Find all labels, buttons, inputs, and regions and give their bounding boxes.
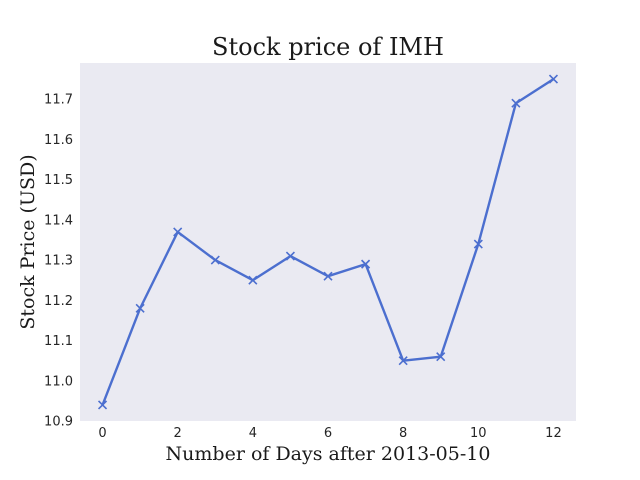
y-tick-label: 11.5	[44, 173, 73, 188]
y-tick-label: 11.4	[44, 213, 73, 228]
data-point	[398, 356, 408, 366]
series-layer	[97, 74, 559, 410]
x-tick-label: 6	[324, 426, 332, 441]
data-point	[473, 239, 483, 249]
data-point	[511, 98, 521, 108]
data-point	[548, 74, 559, 84]
y-axis-label: Stock Price (USD)	[17, 154, 39, 329]
y-tick-label: 11.7	[44, 93, 73, 108]
data-point	[173, 227, 183, 237]
data-point	[97, 400, 108, 410]
x-tick-label: 12	[545, 426, 562, 441]
x-axis: 0 2 4 6 8 10 12	[98, 426, 561, 441]
y-tick-label: 11.1	[44, 334, 73, 349]
y-tick-label: 11.2	[44, 294, 73, 309]
x-tick-label: 0	[98, 426, 106, 441]
data-point	[285, 251, 295, 261]
data-point	[135, 303, 145, 313]
plot-area	[80, 63, 576, 421]
x-tick-label: 2	[174, 426, 182, 441]
data-point	[361, 259, 371, 269]
data-point	[210, 255, 220, 265]
x-tick-label: 4	[249, 426, 257, 441]
y-axis: 10.9 11.0 11.1 11.2 11.3 11.4 11.5 11.6 11.7	[44, 93, 73, 430]
y-tick-label: 10.9	[44, 415, 73, 430]
data-point	[436, 352, 446, 362]
data-point	[323, 271, 333, 281]
x-tick-label: 10	[470, 426, 487, 441]
data-point	[248, 275, 258, 285]
y-tick-label: 11.3	[44, 254, 73, 269]
chart-title: Stock price of IMH	[212, 33, 444, 61]
x-axis-label: Number of Days after 2013-05-10	[166, 443, 491, 465]
y-tick-label: 11.6	[44, 133, 73, 148]
y-tick-label: 11.0	[44, 374, 73, 389]
x-tick-label: 8	[399, 426, 407, 441]
